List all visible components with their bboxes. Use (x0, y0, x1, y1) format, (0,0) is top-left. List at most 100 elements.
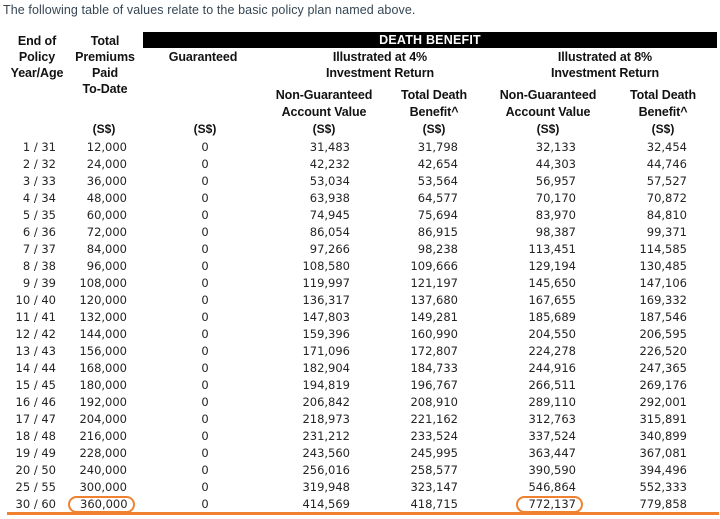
cell-death-benefit-8pct: 32,454 (646, 140, 687, 154)
table-row: 14 / 44 168,000 0 182,904 184,733 244,916 247,… (0, 360, 720, 377)
table-row: 9 / 39 108,000 0 119,997 121,197 145,650 147,1… (0, 275, 720, 292)
cell-guaranteed: 0 (201, 361, 209, 375)
cell-account-value-4pct: 206,842 (302, 395, 350, 409)
cell-total-premiums: 300,000 (79, 480, 127, 494)
cell-account-value-4pct: 31,483 (309, 140, 350, 154)
death-benefit-header-label: DEATH BENEFIT (379, 33, 481, 47)
cell-year-age: 19 / 49 (15, 446, 56, 460)
cell-year-age: 15 / 45 (15, 378, 56, 392)
table-row: 11 / 41 132,000 0 147,803 149,281 185,689 187,… (0, 309, 720, 326)
cell-year-age: 4 / 34 (22, 191, 56, 205)
cell-account-value-4pct: 147,803 (302, 310, 350, 324)
highlight-oval: 360,000 (68, 496, 135, 513)
cell-account-value-8pct: 129,194 (528, 259, 576, 273)
cell-account-value-4pct: 74,945 (309, 208, 350, 222)
table-row: 19 / 49 228,000 0 243,560 245,995 363,447 367,… (0, 445, 720, 462)
cell-death-benefit-4pct: 42,654 (417, 157, 458, 171)
cell-death-benefit-4pct: 323,147 (410, 480, 458, 494)
cell-account-value-8pct: 185,689 (528, 310, 576, 324)
cell-guaranteed: 0 (201, 429, 209, 443)
table-row: 4 / 34 48,000 0 63,938 64,577 70,170 70,872 (0, 190, 720, 207)
cell-guaranteed: 0 (201, 259, 209, 273)
currency-unit-account-value-4pct: (S$) (312, 122, 336, 136)
table-row: 1 / 31 12,000 0 31,483 31,798 32,133 32,454 (0, 139, 720, 156)
cell-year-age: 13 / 43 (15, 344, 56, 358)
table-row: 10 / 40 120,000 0 136,317 137,680 167,655 169,… (0, 292, 720, 309)
cell-death-benefit-8pct: 114,585 (639, 242, 687, 256)
column-header-account-value-4pct: Non-Guaranteed Account Value (275, 88, 373, 119)
cell-death-benefit-4pct: 184,733 (410, 361, 458, 375)
cell-guaranteed: 0 (201, 463, 209, 477)
cell-total-premiums: 192,000 (79, 395, 127, 409)
cell-guaranteed: 0 (201, 395, 209, 409)
cell-death-benefit-8pct: 315,891 (639, 412, 687, 426)
column-header-death-benefit-4pct: Total Death Benefit^ (400, 88, 468, 119)
cell-guaranteed: 0 (201, 293, 209, 307)
cell-account-value-4pct: 42,232 (309, 157, 350, 171)
death-benefit-header-bar: DEATH BENEFIT (143, 32, 717, 48)
cell-year-age: 18 / 48 (15, 429, 56, 443)
cell-account-value-8pct: 390,590 (528, 463, 576, 477)
cell-year-age: 3 / 33 (22, 174, 56, 188)
cell-account-value-4pct: 108,580 (302, 259, 350, 273)
table-row: 6 / 36 72,000 0 86,054 86,915 98,387 99,371 (0, 224, 720, 241)
cell-death-benefit-4pct: 98,238 (417, 242, 458, 256)
cell-death-benefit-8pct: 44,746 (646, 157, 687, 171)
cell-death-benefit-4pct: 258,577 (410, 463, 458, 477)
cell-death-benefit-4pct: 160,990 (410, 327, 458, 341)
table-row: 3 / 33 36,000 0 53,034 53,564 56,957 57,527 (0, 173, 720, 190)
cell-account-value-8pct: 56,957 (535, 174, 576, 188)
cell-account-value-8pct: 145,650 (528, 276, 576, 290)
cell-year-age: 30 / 60 (15, 497, 56, 511)
cell-account-value-4pct: 243,560 (302, 446, 350, 460)
currency-unit-premiums: (S$) (92, 122, 116, 136)
cell-account-value-4pct: 194,819 (302, 378, 350, 392)
table-row: 12 / 42 144,000 0 159,396 160,990 204,550 206,… (0, 326, 720, 343)
currency-unit-death-benefit-8pct: (S$) (651, 122, 675, 136)
cell-year-age: 14 / 44 (15, 361, 56, 375)
cell-total-premiums: 12,000 (86, 140, 127, 154)
cell-total-premiums: 48,000 (86, 191, 127, 205)
cell-death-benefit-4pct: 121,197 (410, 276, 458, 290)
cell-account-value-8pct: 363,447 (528, 446, 576, 460)
cell-total-premiums: 228,000 (79, 446, 127, 460)
cell-year-age: 2 / 32 (22, 157, 56, 171)
cell-account-value-4pct: 159,396 (302, 327, 350, 341)
page-title: The following table of values relate to … (3, 3, 416, 17)
cell-death-benefit-8pct: 779,858 (639, 497, 687, 511)
cell-account-value-8pct: 83,970 (535, 208, 576, 222)
table-row: 15 / 45 180,000 0 194,819 196,767 266,511 269,… (0, 377, 720, 394)
cell-year-age: 5 / 35 (22, 208, 56, 222)
cell-death-benefit-8pct: 292,001 (639, 395, 687, 409)
cell-account-value-8pct: 312,763 (528, 412, 576, 426)
cell-death-benefit-8pct: 226,520 (639, 344, 687, 358)
cell-year-age: 10 / 40 (15, 293, 56, 307)
cell-year-age: 9 / 39 (22, 276, 56, 290)
cell-death-benefit-8pct: 552,333 (639, 480, 687, 494)
cell-death-benefit-4pct: 208,910 (410, 395, 458, 409)
cell-guaranteed: 0 (201, 310, 209, 324)
cell-death-benefit-4pct: 172,807 (410, 344, 458, 358)
cell-guaranteed: 0 (201, 412, 209, 426)
cell-death-benefit-8pct: 57,527 (646, 174, 687, 188)
cell-total-premiums: 180,000 (79, 378, 127, 392)
cell-account-value-4pct: 119,997 (302, 276, 350, 290)
cell-death-benefit-4pct: 137,680 (410, 293, 458, 307)
cell-total-premiums: 108,000 (79, 276, 127, 290)
cell-total-premiums: 120,000 (79, 293, 127, 307)
cell-death-benefit-8pct: 187,546 (639, 310, 687, 324)
cell-account-value-8pct: 204,550 (528, 327, 576, 341)
cell-death-benefit-8pct: 130,485 (639, 259, 687, 273)
cell-total-premiums: 360,000 (68, 496, 140, 513)
cell-total-premiums: 84,000 (86, 242, 127, 256)
cell-guaranteed: 0 (201, 140, 209, 154)
cell-death-benefit-4pct: 64,577 (417, 191, 458, 205)
cell-year-age: 8 / 38 (22, 259, 56, 273)
cell-year-age: 17 / 47 (15, 412, 56, 426)
cell-account-value-4pct: 256,016 (302, 463, 350, 477)
group-header-illustrated-8pct: Illustrated at 8% Investment Return (550, 50, 660, 80)
cell-account-value-8pct: 337,524 (528, 429, 576, 443)
cell-guaranteed: 0 (201, 157, 209, 171)
cell-death-benefit-8pct: 367,081 (639, 446, 687, 460)
cell-guaranteed: 0 (201, 276, 209, 290)
